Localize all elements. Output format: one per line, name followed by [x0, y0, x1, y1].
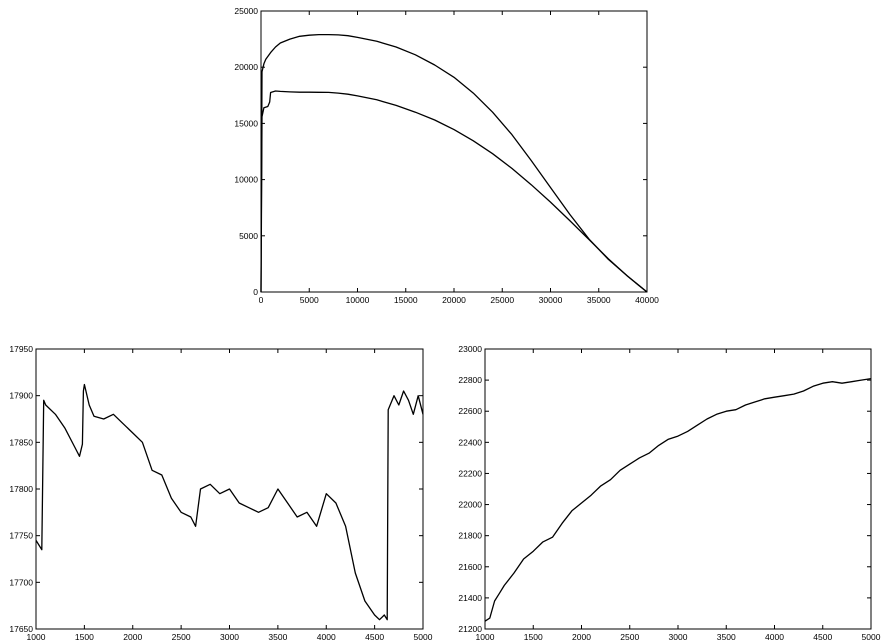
chart-bottom-right-panel: 1000 1500 2000 2500 3000 3500 4000 4500 5000 2120…	[458, 344, 880, 642]
bottom-right-series-line-1	[484, 377, 872, 622]
bottom-left-x-tick-label: 3000	[220, 632, 239, 642]
bottom-left-x-tick-label: 1000	[27, 632, 46, 642]
top-y-tick-label: 10000	[234, 175, 258, 185]
bottom-right-y-tick-label: 22000	[458, 500, 482, 510]
chart-bottom-left-panel: 1000 1500 2000 2500 3000 3500 4000 4500 5000 1765…	[9, 344, 432, 642]
bottom-right-x-tick-label: 1500	[524, 632, 543, 642]
bottom-left-y-tick-label: 17750	[9, 531, 33, 541]
top-x-tick-label: 30000	[539, 295, 563, 305]
top-x-tick-label: 40000	[635, 295, 659, 305]
bottom-left-y-tick-label: 17800	[9, 484, 33, 494]
bottom-right-x-tick-label: 3500	[717, 632, 736, 642]
bottom-right-y-tick-label: 22600	[458, 406, 482, 416]
top-series-line-1	[260, 33, 648, 293]
top-y-tick-label: 25000	[234, 6, 258, 16]
bottom-right-y-tick-label: 21600	[458, 562, 482, 572]
bottom-left-x-tick-label: 1500	[75, 632, 94, 642]
top-y-tick-label: 0	[253, 287, 258, 297]
bottom-right-y-tick-label: 22400	[458, 437, 482, 447]
bottom-right-x-tick-label: 3000	[669, 632, 688, 642]
bottom-left-x-tick-label: 2000	[123, 632, 142, 642]
bottom-right-x-tick-label: 4500	[813, 632, 832, 642]
bottom-left-y-tick-label: 17700	[9, 577, 33, 587]
top-y-tick-label: 20000	[234, 62, 258, 72]
bottom-left-x-tick-label: 4500	[365, 632, 384, 642]
bottom-left-series-line-1	[35, 383, 424, 621]
bottom-left-y-tick-label: 17650	[9, 624, 33, 634]
bottom-left-x-tick-label: 5000	[414, 632, 433, 642]
chart-top-panel: 0 5000 10000 15000 20000 25000 30000 35000 40000…	[234, 6, 659, 305]
bottom-right-plot-frame	[484, 348, 872, 630]
bottom-left-x-tick-label: 2500	[172, 632, 191, 642]
bottom-right-y-tick-label: 21200	[458, 624, 482, 634]
bottom-left-x-tick-label: 4000	[317, 632, 336, 642]
bottom-right-x-tick-label: 5000	[862, 632, 881, 642]
top-x-tick-label: 0	[259, 295, 264, 305]
bottom-right-y-tick-label: 21400	[458, 593, 482, 603]
bottom-left-y-tick-label: 17850	[9, 437, 33, 447]
top-x-tick-label: 15000	[394, 295, 418, 305]
bottom-right-y-tick-label: 23000	[458, 344, 482, 354]
top-x-tick-label: 5000	[300, 295, 319, 305]
top-x-tick-label: 25000	[490, 295, 514, 305]
bottom-left-y-tick-label: 17950	[9, 344, 33, 354]
bottom-left-y-tick-label: 17900	[9, 391, 33, 401]
bottom-right-x-tick-label: 1000	[476, 632, 495, 642]
bottom-right-x-tick-label: 4000	[765, 632, 784, 642]
bottom-right-y-tick-label: 21800	[458, 531, 482, 541]
top-series-line-2	[260, 90, 648, 293]
top-plot-frame	[260, 10, 648, 293]
bottom-right-y-tick-label: 22800	[458, 375, 482, 385]
top-x-tick-label: 20000	[442, 295, 466, 305]
top-y-tick-label: 15000	[234, 118, 258, 128]
bottom-left-x-tick-label: 3500	[268, 632, 287, 642]
bottom-right-y-tick-label: 22200	[458, 468, 482, 478]
top-y-tick-label: 5000	[239, 231, 258, 241]
top-x-tick-label: 10000	[346, 295, 370, 305]
bottom-right-x-tick-label: 2500	[620, 632, 639, 642]
top-x-tick-label: 35000	[587, 295, 611, 305]
bottom-right-x-tick-label: 2000	[572, 632, 591, 642]
